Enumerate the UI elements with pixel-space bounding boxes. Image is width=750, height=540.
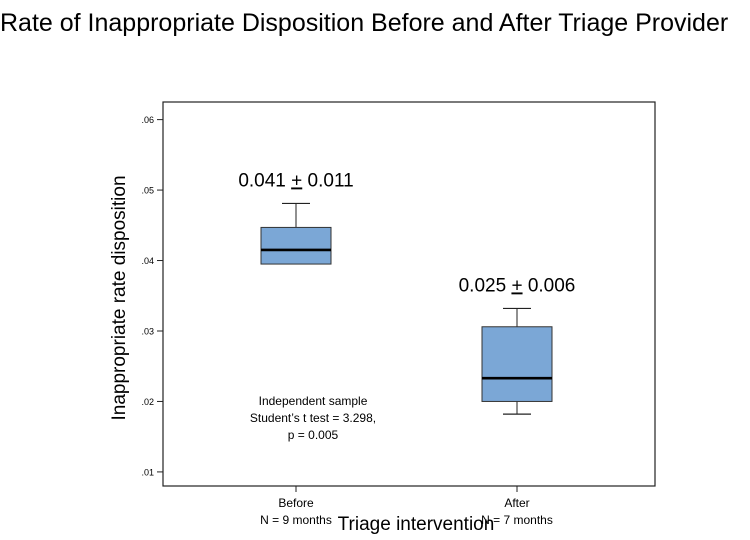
stats-line: Student’s t test = 3.298, bbox=[250, 411, 376, 425]
x-axis-label: Triage intervention bbox=[338, 514, 495, 535]
y-tick-label: .04 bbox=[141, 256, 154, 266]
mean-value: 0.025 bbox=[459, 275, 512, 296]
x-tick-label: Before bbox=[278, 496, 314, 510]
mean-sd-annotation: 0.025 + 0.006 bbox=[459, 275, 576, 296]
box-iqr bbox=[481, 326, 553, 402]
mean-value: 0.041 bbox=[238, 170, 291, 191]
chart-title: Rate of Inappropriate Disposition Before… bbox=[0, 9, 729, 37]
y-tick-label: .06 bbox=[141, 115, 154, 125]
stats-annotation: Independent sample Student’s t test = 3.2… bbox=[250, 394, 376, 442]
y-axis-label: Inappropriate rate disposition bbox=[109, 175, 130, 420]
x-tick-label: After bbox=[504, 496, 529, 510]
y-tick-label: .03 bbox=[141, 326, 154, 336]
plot-area bbox=[162, 101, 656, 487]
y-tick-label: .01 bbox=[141, 467, 154, 477]
stats-line: Independent sample bbox=[259, 394, 368, 408]
mean-sd-annotation: 0.041 + 0.011 bbox=[238, 170, 353, 191]
sd-value: 0.006 bbox=[523, 275, 576, 296]
box-after: 0.025 + 0.006 bbox=[459, 275, 576, 415]
plus-minus-sign: + bbox=[511, 275, 522, 296]
plus-minus-sign: + bbox=[291, 170, 302, 191]
x-tick-sublabel: N = 9 months bbox=[260, 513, 332, 527]
x-tick-sublabel: N = 7 months bbox=[481, 513, 553, 527]
sd-value: 0.011 bbox=[302, 170, 353, 191]
y-tick-label: .02 bbox=[141, 397, 154, 407]
box-iqr bbox=[260, 226, 332, 265]
stats-line: p = 0.005 bbox=[288, 428, 339, 442]
box-before: 0.041 + 0.011 bbox=[238, 170, 354, 265]
y-tick-label: .05 bbox=[141, 186, 154, 196]
